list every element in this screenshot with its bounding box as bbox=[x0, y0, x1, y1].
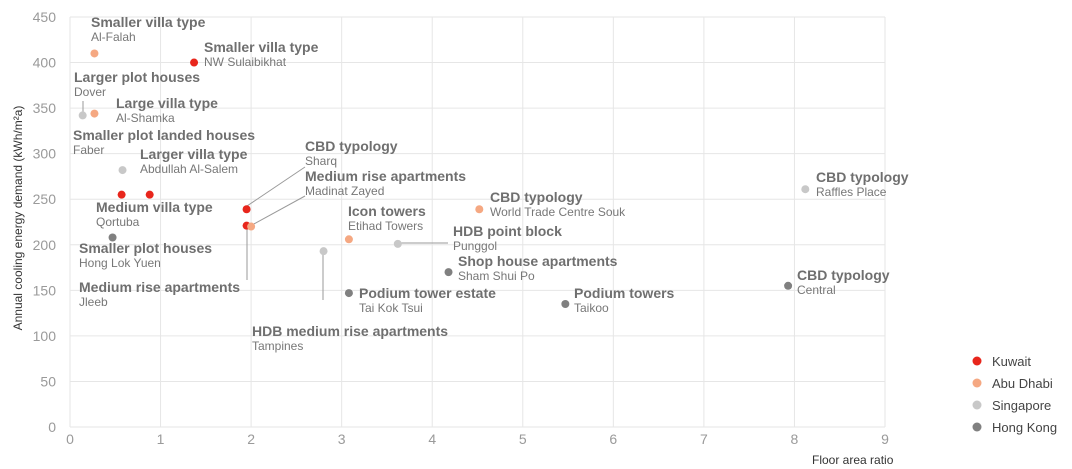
point-place: Punggol bbox=[453, 239, 497, 253]
legend-marker bbox=[972, 422, 982, 432]
point-place: Taikoo bbox=[574, 301, 609, 315]
point-place: NW Sulaibikhat bbox=[204, 55, 287, 69]
y-axis-label: Annual cooling energy demand (kWh/m²a) bbox=[11, 106, 25, 331]
y-tick-label: 200 bbox=[33, 237, 57, 253]
point-title: Smaller villa type bbox=[91, 14, 206, 30]
x-tick-label: 5 bbox=[519, 431, 527, 447]
x-tick-label: 7 bbox=[700, 431, 708, 447]
data-point bbox=[444, 268, 453, 277]
x-tick-label: 1 bbox=[157, 431, 165, 447]
axis-ticks: 0 50 100 150 200 250 300 350 400 450 0 1 2 3 4 5 6 7 8 9 bbox=[33, 9, 889, 447]
x-tick-label: 4 bbox=[428, 431, 436, 447]
data-point bbox=[190, 58, 199, 67]
legend-label: Hong Kong bbox=[992, 420, 1057, 435]
y-tick-label: 400 bbox=[33, 55, 57, 71]
point-title: CBD typology bbox=[490, 189, 583, 205]
legend-marker bbox=[972, 378, 982, 388]
point-place: Abdullah Al-Salem bbox=[140, 162, 238, 176]
y-tick-label: 450 bbox=[33, 9, 57, 25]
data-point bbox=[784, 281, 793, 290]
x-tick-label: 8 bbox=[791, 431, 799, 447]
point-title: CBD typology bbox=[816, 169, 909, 185]
y-tick-label: 0 bbox=[48, 419, 56, 435]
point-place: Hong Lok Yuen bbox=[79, 256, 161, 270]
x-tick-label: 3 bbox=[338, 431, 346, 447]
point-place: Raffles Place bbox=[816, 185, 887, 199]
leader-line bbox=[251, 195, 306, 226]
x-axis-label: Floor area ratio bbox=[812, 453, 894, 467]
point-title: Podium towers bbox=[574, 285, 675, 301]
data-point bbox=[118, 166, 127, 175]
data-point bbox=[242, 205, 251, 214]
y-tick-label: 350 bbox=[33, 100, 57, 116]
data-point bbox=[801, 185, 810, 194]
point-place: Tampines bbox=[252, 339, 303, 353]
x-tick-label: 2 bbox=[247, 431, 255, 447]
point-title: HDB point block bbox=[453, 223, 562, 239]
point-title: Large villa type bbox=[116, 95, 218, 111]
point-place: Central bbox=[797, 283, 836, 297]
legend-marker bbox=[972, 356, 982, 366]
point-title: Smaller plot houses bbox=[79, 240, 212, 256]
data-point bbox=[145, 190, 154, 199]
legend-label: Singapore bbox=[992, 398, 1051, 413]
point-place: Al-Falah bbox=[91, 30, 136, 44]
data-point bbox=[117, 190, 126, 199]
point-place: Jleeb bbox=[79, 295, 108, 309]
data-point bbox=[78, 111, 87, 120]
data-point bbox=[344, 289, 353, 298]
x-tick-label: 0 bbox=[66, 431, 74, 447]
data-point bbox=[393, 239, 402, 248]
data-points bbox=[78, 49, 810, 308]
point-title: HDB medium rise apartments bbox=[252, 323, 448, 339]
point-place: Dover bbox=[74, 85, 106, 99]
legend-label: Abu Dhabi bbox=[992, 376, 1053, 391]
point-title: Smaller plot landed houses bbox=[73, 127, 255, 143]
leader-line bbox=[246, 166, 306, 207]
point-title: Medium villa type bbox=[96, 199, 213, 215]
legend-label: Kuwait bbox=[992, 354, 1031, 369]
point-title: Icon towers bbox=[348, 203, 426, 219]
x-tick-label: 9 bbox=[881, 431, 889, 447]
point-title: Medium rise apartments bbox=[79, 279, 240, 295]
point-title: Podium tower estate bbox=[359, 285, 496, 301]
point-title: Larger villa type bbox=[140, 146, 248, 162]
legend-marker bbox=[972, 400, 982, 410]
y-tick-label: 150 bbox=[33, 282, 57, 298]
data-point bbox=[90, 49, 99, 58]
point-title: CBD typology bbox=[797, 267, 890, 283]
point-title: Larger plot houses bbox=[74, 69, 200, 85]
gridlines bbox=[69, 16, 886, 428]
leader-lines bbox=[82, 101, 448, 300]
data-point bbox=[108, 233, 117, 242]
point-place: Faber bbox=[73, 143, 104, 157]
data-point bbox=[90, 109, 99, 118]
y-tick-label: 100 bbox=[33, 328, 57, 344]
y-tick-label: 250 bbox=[33, 191, 57, 207]
point-place: Tai Kok Tsui bbox=[359, 301, 423, 315]
point-place: Madinat Zayed bbox=[305, 184, 384, 198]
y-tick-label: 300 bbox=[33, 146, 57, 162]
point-title: Medium rise apartments bbox=[305, 168, 466, 184]
point-place: World Trade Centre Souk bbox=[490, 205, 626, 219]
x-tick-label: 6 bbox=[609, 431, 617, 447]
point-place: Al-Shamka bbox=[116, 111, 175, 125]
data-point bbox=[247, 222, 256, 231]
point-place: Etihad Towers bbox=[348, 219, 423, 233]
point-title: CBD typology bbox=[305, 138, 398, 154]
point-place: Sham Shui Po bbox=[458, 269, 535, 283]
data-point bbox=[561, 300, 570, 308]
point-title: Smaller villa type bbox=[204, 39, 319, 55]
data-point bbox=[344, 235, 353, 244]
y-tick-label: 50 bbox=[40, 373, 56, 389]
legend: Kuwait Abu Dhabi Singapore Hong Kong bbox=[972, 354, 1057, 435]
data-point bbox=[319, 247, 328, 256]
point-place: Qortuba bbox=[96, 215, 140, 229]
point-title: Shop house apartments bbox=[458, 253, 618, 269]
data-point bbox=[475, 205, 484, 214]
point-place: Sharq bbox=[305, 154, 337, 168]
